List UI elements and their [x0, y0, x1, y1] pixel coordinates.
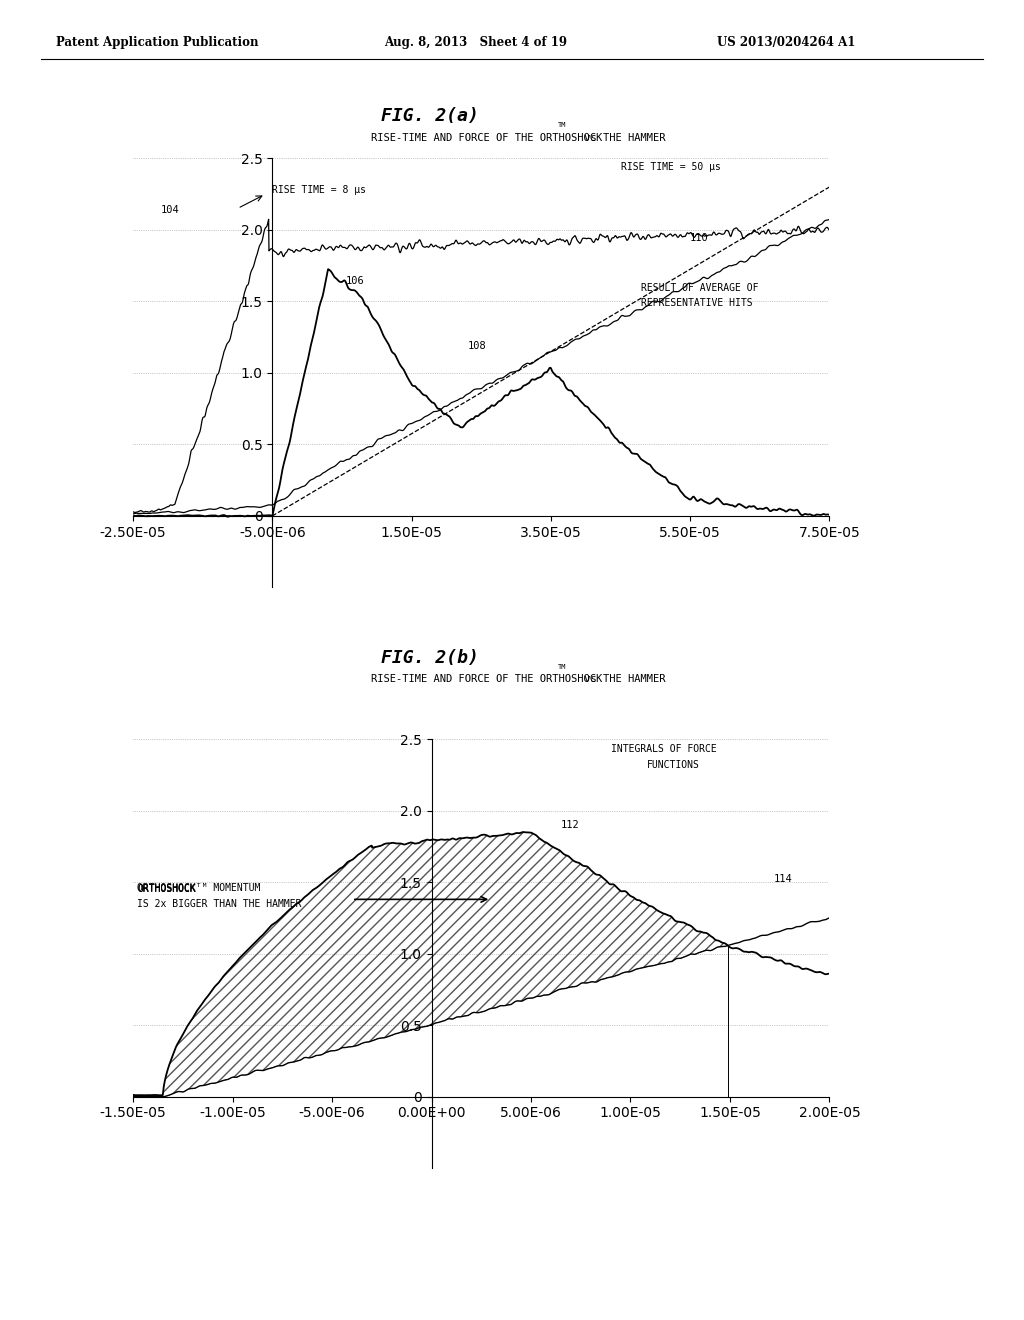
Text: FUNCTIONS: FUNCTIONS: [646, 760, 699, 770]
Text: TM: TM: [558, 664, 566, 669]
Text: FIG. 2(a): FIG. 2(a): [381, 107, 479, 125]
Text: FIG. 2(b): FIG. 2(b): [381, 648, 479, 667]
Text: vs THE HAMMER: vs THE HAMMER: [579, 675, 666, 684]
Text: Aug. 8, 2013   Sheet 4 of 19: Aug. 8, 2013 Sheet 4 of 19: [384, 36, 567, 49]
Text: 104: 104: [161, 205, 180, 215]
Text: RISE-TIME AND FORCE OF THE ORTHOSHOCK: RISE-TIME AND FORCE OF THE ORTHOSHOCK: [371, 133, 602, 143]
Text: 114: 114: [774, 874, 793, 884]
Text: ORTHOSHOCKᵀᴹ MOMENTUM: ORTHOSHOCKᵀᴹ MOMENTUM: [137, 883, 260, 892]
Text: IS 2x BIGGER THAN THE HAMMER: IS 2x BIGGER THAN THE HAMMER: [137, 899, 302, 908]
Text: vs THE HAMMER: vs THE HAMMER: [579, 133, 666, 143]
Text: 106: 106: [345, 276, 365, 286]
Text: 112: 112: [561, 820, 580, 830]
Text: RESULT OF AVERAGE OF: RESULT OF AVERAGE OF: [641, 284, 759, 293]
Text: RISE TIME = 50 μs: RISE TIME = 50 μs: [621, 162, 721, 172]
Text: US 2013/0204264 A1: US 2013/0204264 A1: [717, 36, 855, 49]
Text: Patent Application Publication: Patent Application Publication: [56, 36, 259, 49]
Text: 108: 108: [467, 341, 486, 351]
Text: ORTHOSHOCK: ORTHOSHOCK: [137, 884, 196, 894]
Text: TM: TM: [558, 123, 566, 128]
Text: INTEGRALS OF FORCE: INTEGRALS OF FORCE: [610, 744, 717, 754]
Text: REPRESENTATIVE HITS: REPRESENTATIVE HITS: [641, 298, 753, 308]
Text: RISE TIME = 8 μs: RISE TIME = 8 μs: [272, 185, 367, 195]
Text: RISE-TIME AND FORCE OF THE ORTHOSHOCK: RISE-TIME AND FORCE OF THE ORTHOSHOCK: [371, 675, 602, 684]
Text: ORTHOSHOCK: ORTHOSHOCK: [137, 884, 196, 894]
Text: 110: 110: [690, 234, 709, 243]
